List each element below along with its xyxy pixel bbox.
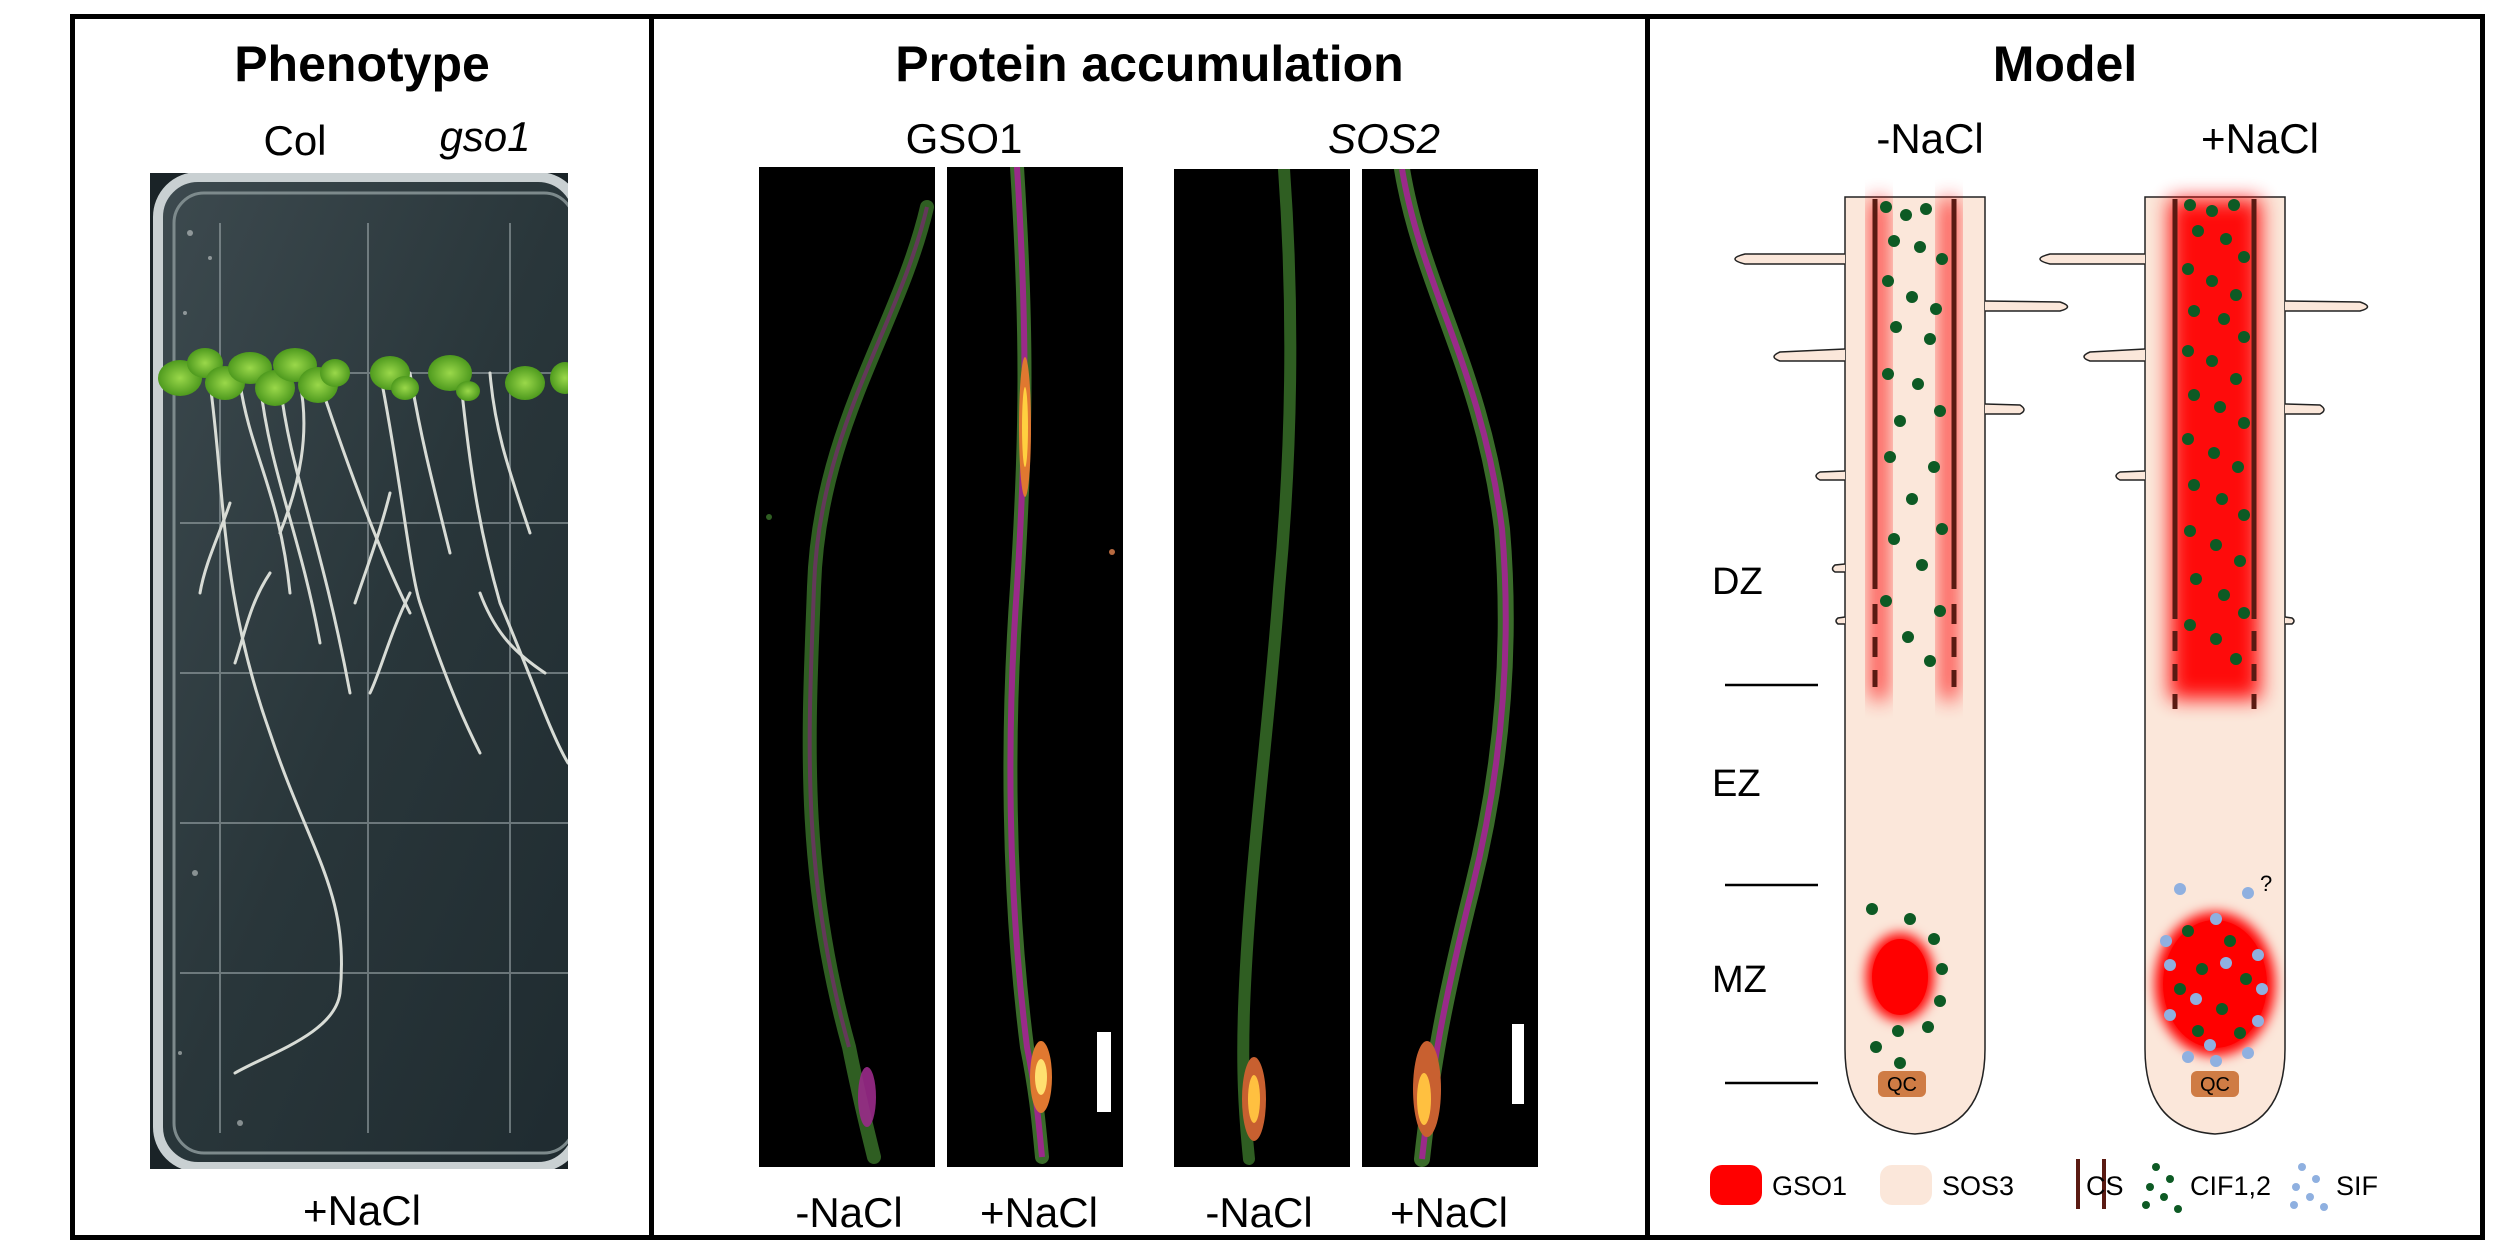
qc-label-left: QC [1887, 1074, 1917, 1096]
legend-gso1-label: GSO1 [1772, 1171, 1848, 1201]
panel-model: Model -NaCl +NaCl [1645, 14, 2485, 1240]
root-fluorescence-3 [1237, 169, 1297, 1165]
sif-question-mark: ? [2260, 871, 2272, 896]
petri-dish-photo [150, 173, 568, 1169]
protein-accumulation-title: Protein accumulation [895, 36, 1404, 92]
root-fluorescence-1 [766, 200, 934, 1164]
legend-cs-label: CS [2086, 1171, 2124, 1201]
sos2-group-label: SOS2 [1327, 115, 1441, 162]
panel-protein-accumulation: Protein accumulation GSO1 SOS2 [649, 14, 1650, 1240]
qc-label-right: QC [2200, 1074, 2230, 1096]
model-title: Model [1992, 36, 2138, 92]
model-plus-nacl-label: +NaCl [2201, 115, 2319, 162]
phenotype-title: Phenotype [234, 36, 490, 92]
zone-label-dz: DZ [1712, 561, 1763, 603]
root-fluorescence-4 [1394, 169, 1524, 1167]
legend-sos3-label: SOS3 [1942, 1171, 2015, 1201]
condition-label-4: +NaCl [1390, 1189, 1508, 1236]
scale-bar-1 [1097, 1032, 1111, 1112]
phenotype-condition-label: +NaCl [303, 1187, 421, 1234]
condition-label-1: -NaCl [795, 1189, 903, 1236]
root-plus-nacl: QC ? [2039, 196, 2369, 1135]
root-fluorescence-2 [1003, 167, 1115, 1164]
zone-label-ez: EZ [1712, 763, 1761, 805]
legend-cif-dots [2142, 1163, 2182, 1213]
model-minus-nacl-label: -NaCl [1876, 115, 1984, 162]
zone-label-mz: MZ [1712, 959, 1767, 1001]
condition-label-2: +NaCl [980, 1189, 1098, 1236]
sos2-minus-nacl-image [1174, 169, 1350, 1167]
panel-phenotype: Phenotype Col gso1 [70, 14, 654, 1240]
legend-cif-label: CIF1,2 [2190, 1171, 2272, 1201]
gso1-group-label: GSO1 [905, 115, 1023, 162]
root-minus-nacl: QC [1734, 196, 2069, 1135]
col-label: Col [263, 117, 327, 164]
legend-gso1-swatch [1710, 1165, 1762, 1205]
sos2-plus-nacl-image [1362, 169, 1538, 1167]
legend-graphics [1710, 1159, 2328, 1213]
legend-sif-label: SIF [2336, 1171, 2379, 1201]
condition-label-3: -NaCl [1205, 1189, 1313, 1236]
gso1-mutant-label: gso1 [439, 113, 531, 160]
root-model-diagram: QC [1710, 196, 2369, 1213]
legend-sos3-swatch [1880, 1165, 1932, 1205]
gso1-minus-nacl-image [759, 167, 935, 1167]
scale-bar-2 [1512, 1024, 1524, 1104]
gso1-plus-nacl-image [947, 167, 1123, 1167]
petri-dish-image [150, 173, 568, 1169]
legend-sif-dots [2290, 1163, 2328, 1211]
